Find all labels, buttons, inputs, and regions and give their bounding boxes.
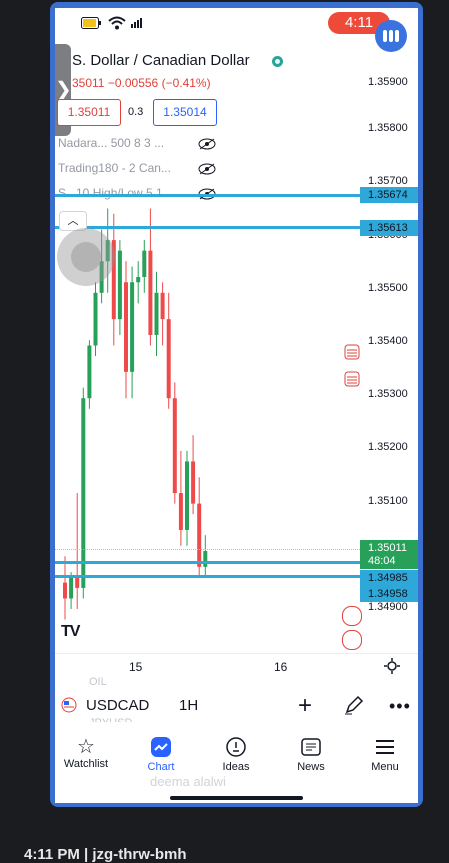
candle-body — [161, 293, 165, 319]
candle-body — [185, 461, 189, 530]
ideas-icon — [225, 736, 247, 758]
star-icon: ☆ — [55, 736, 121, 758]
price-axis-label: 1.35300 — [360, 388, 418, 400]
symbol-selector[interactable]: USDCAD — [86, 697, 149, 714]
candle-body — [130, 282, 134, 372]
canada-flag-icon[interactable] — [342, 630, 362, 650]
price-line-tag: 1.35674 — [360, 187, 418, 203]
nav-menu[interactable]: Menu — [350, 736, 418, 773]
us-flag-icon[interactable] — [342, 606, 362, 626]
horizontal-line[interactable] — [55, 194, 360, 197]
candle-body — [142, 251, 146, 277]
time-axis-label: 16 — [274, 660, 287, 674]
news-icon — [300, 736, 322, 758]
menu-icon — [374, 736, 396, 758]
candle-body — [179, 493, 183, 530]
nav-ideas[interactable]: Ideas — [201, 736, 271, 773]
more-icon[interactable]: ••• — [389, 696, 411, 717]
candle-body — [191, 461, 195, 503]
candle-body — [69, 577, 73, 598]
interval-selector[interactable]: 1H — [179, 697, 198, 714]
settings-icon[interactable] — [384, 658, 400, 674]
us-flag-icon[interactable] — [344, 370, 360, 388]
tradingview-logo[interactable]: TV — [61, 623, 79, 641]
price-line-tag: 1.34958 — [360, 586, 418, 602]
nav-watchlist[interactable]: ☆ Watchlist — [55, 736, 121, 770]
price-axis-label: 1.35800 — [360, 122, 418, 134]
horizontal-line[interactable] — [55, 561, 360, 564]
candle-body — [75, 577, 79, 588]
candlestick-chart[interactable] — [55, 8, 360, 653]
candle-body — [173, 398, 177, 493]
draw-pen-icon[interactable] — [344, 695, 364, 715]
horizontal-line[interactable] — [55, 575, 360, 578]
price-axis-label: 1.34900 — [360, 601, 418, 613]
candle-body — [197, 504, 201, 567]
candle-body — [118, 251, 122, 320]
ghost-symbol: OIL — [89, 676, 107, 688]
price-line-tag: 1.34985 — [360, 570, 418, 586]
horizontal-line[interactable] — [55, 226, 360, 229]
time-axis-label: 15 — [129, 660, 142, 674]
candle-body — [148, 251, 152, 335]
add-icon[interactable]: + — [298, 692, 312, 720]
price-axis-label: 1.35100 — [360, 495, 418, 507]
home-indicator[interactable] — [170, 796, 303, 800]
candle-body — [167, 319, 171, 398]
nav-chart[interactable]: Chart — [126, 736, 196, 773]
app-screen: 4:11 ❯ S. Dollar / Canadian Dollar 35011… — [55, 8, 418, 803]
candle-body — [124, 282, 128, 372]
price-line-tag: 1.35613 — [360, 220, 418, 236]
us-flag-icon[interactable] — [344, 343, 360, 361]
meeting-footer: 4:11 PM | jzg-thrw-bmh — [24, 846, 187, 863]
bar-countdown: 48:04 — [368, 555, 418, 568]
watermark-icon — [100, 772, 128, 796]
current-price-tag: 1.35011 48:04 — [360, 540, 418, 569]
watermark: deema alalwi — [100, 772, 260, 794]
candle-body — [203, 551, 207, 567]
candle-body — [87, 346, 91, 399]
candle-body — [63, 583, 67, 599]
candle-body — [136, 277, 140, 282]
current-price: 1.35011 — [368, 542, 418, 555]
price-axis-label: 1.35200 — [360, 441, 418, 453]
time-axis[interactable] — [55, 653, 418, 682]
touch-indicator — [57, 228, 115, 286]
candle-body — [94, 293, 98, 346]
price-axis-label: 1.35400 — [360, 335, 418, 347]
candle-body — [155, 293, 159, 335]
price-axis-label: 1.35700 — [360, 175, 418, 187]
chart-icon — [150, 736, 172, 758]
recording-fab-button[interactable] — [375, 20, 407, 52]
chevron-up-icon: ︿ — [68, 215, 79, 227]
nav-news[interactable]: News — [276, 736, 346, 773]
candle-body — [81, 398, 85, 588]
symbol-flag-icon — [61, 697, 77, 713]
price-axis-label: 1.35500 — [360, 282, 418, 294]
current-price-line — [55, 549, 360, 550]
price-axis-label: 1.35900 — [360, 76, 418, 88]
